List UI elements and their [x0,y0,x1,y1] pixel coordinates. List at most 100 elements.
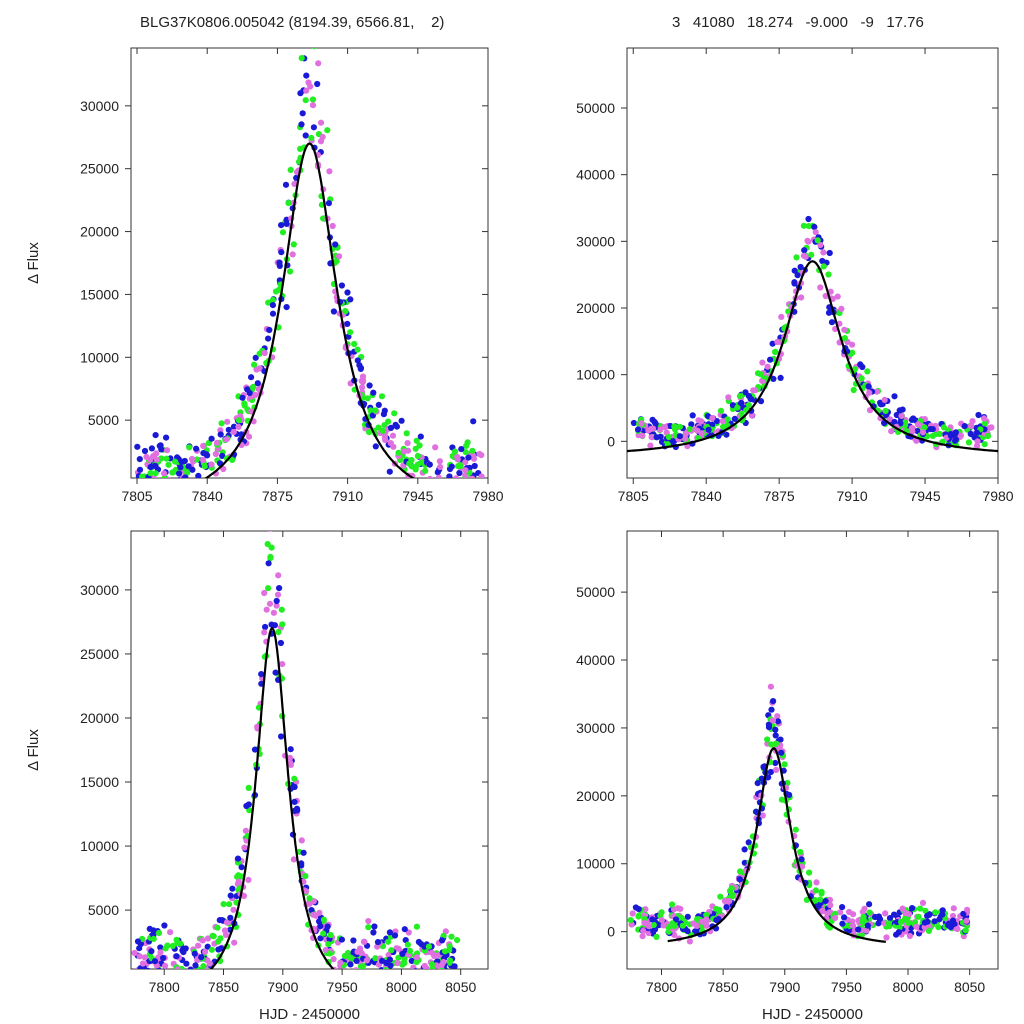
data-point [764,363,771,370]
data-point [905,911,913,918]
data-point [834,293,841,300]
data-point [798,856,805,863]
data-point [242,827,249,835]
chart-panel-top-left: 7805 7840 7875 7910 7945 7980 5000 10000 15000 20… [25,47,504,504]
data-point [630,419,638,427]
data-point [676,433,684,440]
header-left: BLG37K0806.005042 (8194.39, 6566.81, 2) [140,14,445,31]
data-point [327,931,334,939]
data-point [275,572,282,579]
data-point [812,887,820,894]
y-tick-label: 5000 [88,902,119,918]
data-point [462,459,469,466]
y-tick-label: 20000 [80,710,119,726]
data-point [649,425,657,432]
data-point [717,407,725,414]
data-point [279,229,287,236]
data-point [139,473,146,478]
data-point [181,972,187,978]
data-point [849,341,856,348]
data-point [319,133,326,141]
data-point [164,447,171,454]
data-point [192,972,198,978]
data-point [936,430,943,438]
data-point [393,970,399,976]
data-point [265,585,272,592]
data-point [283,304,290,311]
data-point [454,456,461,463]
data-point [289,251,296,258]
data-point [164,942,171,949]
data-point [230,906,237,913]
plot-frame [130,530,489,970]
y-axis-label: Δ Flux [25,729,42,771]
data-point [214,924,221,931]
data-point [333,258,340,265]
data-point [808,251,815,258]
data-point [245,784,252,792]
data-point [188,455,196,463]
data-point [261,629,268,636]
data-point [136,972,142,978]
data-point [650,921,657,929]
data-point [239,394,246,401]
data-point [248,374,255,381]
x-tick-label: 7980 [472,488,503,504]
data-point [141,447,149,455]
data-point [757,371,764,378]
data-point [182,945,189,952]
data-point [801,247,808,254]
data-point [446,490,452,496]
data-point [401,448,408,455]
data-point [671,923,678,930]
data-point [822,292,829,300]
data-point [302,873,309,880]
data-point [641,919,648,927]
data-point [275,629,282,636]
data-point [850,386,857,394]
data-point [186,477,190,478]
data-point [243,802,250,810]
data-point [394,972,400,978]
data-point [403,430,410,437]
data-point [412,464,419,471]
data-point [629,910,636,917]
data-point [922,907,929,914]
data-point [838,305,845,312]
data-point [768,706,775,713]
data-point [478,473,485,478]
data-point [425,481,431,487]
data-point [447,957,454,964]
data-point [206,970,212,976]
data-point [287,746,294,753]
x-tick-label: 7910 [332,488,363,504]
data-point [457,488,463,494]
model-curve [204,142,415,478]
data-point [395,449,402,456]
data-point [682,431,689,438]
data-point [221,927,229,934]
data-point [291,775,298,782]
data-point [859,918,866,925]
data-point [463,477,466,478]
data-point [769,340,776,347]
data-point [792,826,799,833]
data-point [477,481,483,487]
data-point [366,382,373,389]
data-point [302,97,309,104]
data-point [266,326,273,334]
data-point [375,401,382,408]
data-point [303,87,310,94]
data-point [448,463,455,470]
data-point [324,127,331,134]
data-point [421,962,428,969]
data-point [921,424,928,431]
data-point [367,407,374,414]
data-point [139,960,146,967]
data-point [439,937,446,944]
data-point [219,452,226,459]
data-point [909,905,916,912]
data-point [981,441,988,448]
data-point [767,768,775,776]
data-point [387,962,394,969]
